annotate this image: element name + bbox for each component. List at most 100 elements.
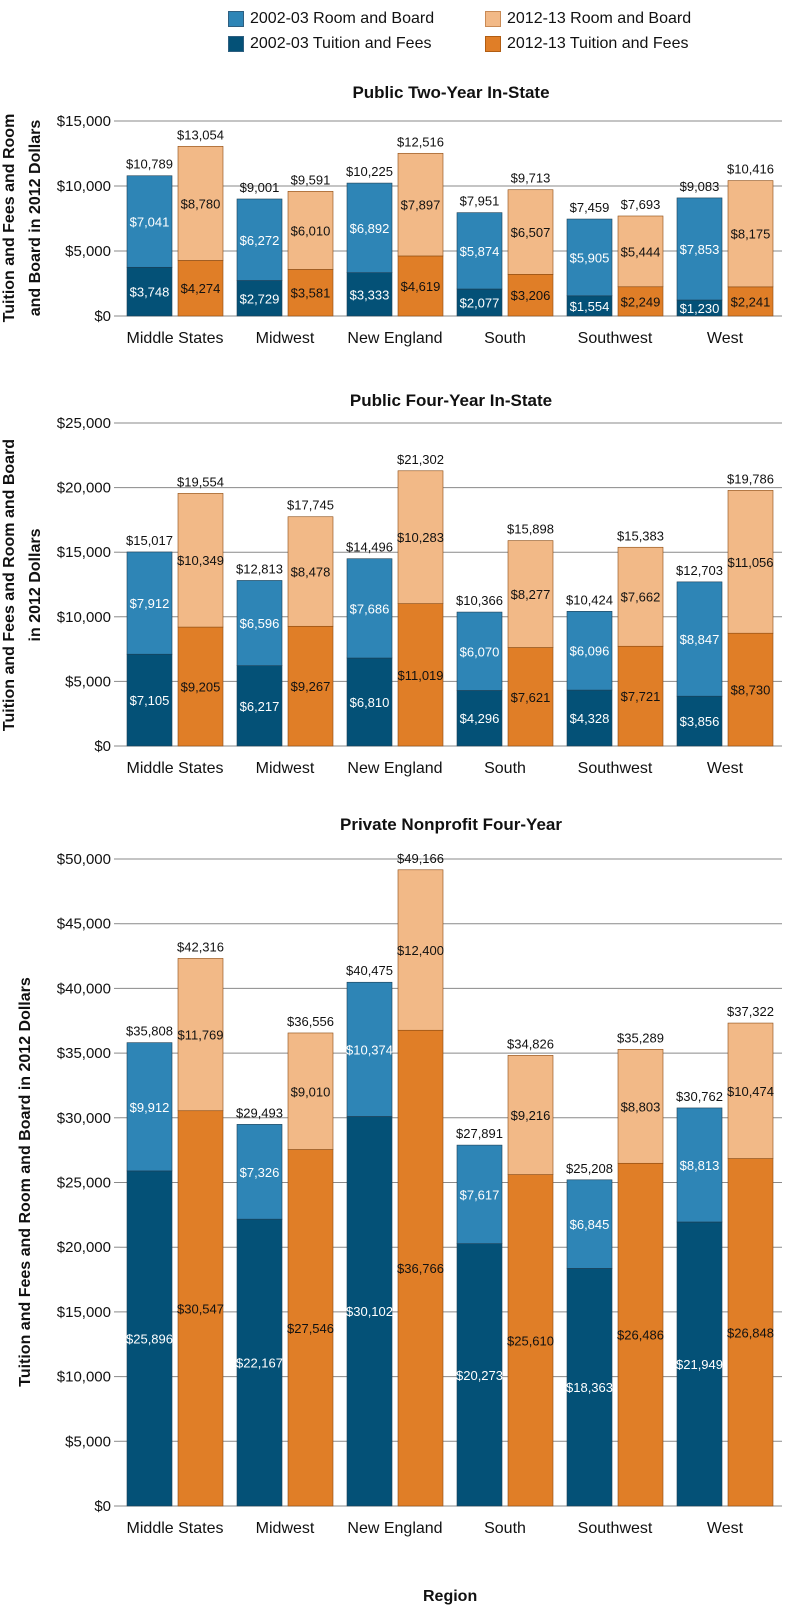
chart-title: Public Four-Year In-State xyxy=(350,391,552,410)
total-label-2012: $12,516 xyxy=(397,134,444,149)
bar-room-2012 xyxy=(397,152,444,257)
data-label-tuition-2002: $1,230 xyxy=(680,301,720,316)
x-tick-label: South xyxy=(484,760,526,777)
legend-swatch-room-2002 xyxy=(228,11,244,27)
data-label-room-2002: $5,905 xyxy=(570,250,610,265)
data-label-room-2002: $7,853 xyxy=(680,242,720,257)
x-tick-label: Middle States xyxy=(127,1520,224,1537)
data-label-tuition-2012: $25,610 xyxy=(507,1333,554,1348)
y-tick-label: $15,000 xyxy=(57,1304,111,1321)
data-label-tuition-2002: $21,949 xyxy=(676,1357,723,1372)
y-axis-label: Tuition and Fees and Room xyxy=(1,114,18,323)
legend-label: 2012-13 Tuition and Fees xyxy=(507,35,689,52)
bar-room-2002 xyxy=(126,175,173,268)
data-label-room-2012: $7,897 xyxy=(401,198,441,213)
data-label-tuition-2012: $4,274 xyxy=(181,281,221,296)
data-label-tuition-2002: $2,077 xyxy=(460,295,500,310)
data-label-room-2002: $10,374 xyxy=(346,1042,393,1057)
total-label-2002: $9,001 xyxy=(240,180,280,195)
bar-room-2012 xyxy=(177,958,224,1112)
total-label-2002: $35,808 xyxy=(126,1024,173,1039)
total-label-2012: $36,556 xyxy=(287,1014,334,1029)
y-axis-label: and Board in 2012 Dollars xyxy=(27,120,44,317)
x-tick-label: Midwest xyxy=(256,760,315,777)
x-tick-label: South xyxy=(484,330,526,347)
bar-tuition-2002 xyxy=(456,288,503,317)
data-label-room-2012: $8,277 xyxy=(511,587,551,602)
bar-room-2002 xyxy=(346,981,393,1117)
y-tick-label: $10,000 xyxy=(57,178,111,195)
data-label-room-2012: $8,780 xyxy=(181,196,221,211)
bar-tuition-2002 xyxy=(456,1243,503,1507)
x-tick-label: West xyxy=(707,330,744,347)
data-label-tuition-2002: $3,333 xyxy=(350,287,390,302)
total-label-2012: $37,322 xyxy=(727,1004,774,1019)
x-tick-label: Southwest xyxy=(578,760,653,777)
data-label-room-2012: $6,010 xyxy=(291,223,331,238)
total-label-2002: $7,951 xyxy=(460,194,500,209)
data-label-tuition-2012: $27,546 xyxy=(287,1321,334,1336)
y-axis-label: Tuition and Fees and Room and Board in 2… xyxy=(17,977,34,1387)
legend-swatch-tuition-2012 xyxy=(485,36,501,52)
bar-room-2002 xyxy=(346,558,393,659)
bar-tuition-2012 xyxy=(397,603,444,747)
x-tick-label: Middle States xyxy=(127,330,224,347)
bar-room-2002 xyxy=(566,218,613,297)
bar-room-2012 xyxy=(727,490,774,634)
data-label-tuition-2002: $6,217 xyxy=(240,699,280,714)
total-label-2002: $14,496 xyxy=(346,540,393,555)
y-tick-label: $15,000 xyxy=(57,113,111,130)
bar-room-2002 xyxy=(566,1179,613,1269)
data-label-room-2002: $7,326 xyxy=(240,1165,280,1180)
bar-room-2012 xyxy=(727,180,774,288)
data-label-tuition-2002: $2,729 xyxy=(240,291,280,306)
x-tick-label: West xyxy=(707,1520,744,1537)
bar-tuition-2012 xyxy=(727,632,774,747)
bar-tuition-2012 xyxy=(507,647,554,747)
bar-room-2012 xyxy=(287,191,334,270)
x-tick-label: Midwest xyxy=(256,1520,315,1537)
y-tick-label: $20,000 xyxy=(57,1239,111,1256)
data-label-room-2012: $10,349 xyxy=(177,553,224,568)
data-label-tuition-2012: $9,267 xyxy=(291,679,331,694)
bar-room-2012 xyxy=(177,493,224,628)
bar-room-2012 xyxy=(617,546,664,647)
x-axis-label: Region xyxy=(423,1588,478,1605)
data-label-room-2002: $5,874 xyxy=(460,244,500,259)
y-tick-label: $30,000 xyxy=(57,1110,111,1127)
data-label-tuition-2012: $36,766 xyxy=(397,1261,444,1276)
total-label-2002: $29,493 xyxy=(236,1105,283,1120)
y-tick-label: $10,000 xyxy=(57,609,111,626)
legend-label: 2002-03 Room and Board xyxy=(250,10,435,27)
data-label-tuition-2002: $30,102 xyxy=(346,1304,393,1319)
data-label-room-2012: $11,056 xyxy=(727,555,773,570)
data-label-room-2002: $7,686 xyxy=(350,601,390,616)
bar-room-2002 xyxy=(456,611,503,691)
total-label-2002: $10,225 xyxy=(346,164,393,179)
bar-room-2002 xyxy=(566,611,613,691)
bar-room-2012 xyxy=(727,1022,774,1159)
bar-tuition-2012 xyxy=(617,645,664,747)
data-label-tuition-2012: $11,019 xyxy=(397,668,443,683)
y-tick-label: $5,000 xyxy=(65,243,111,260)
total-label-2012: $21,302 xyxy=(397,452,444,467)
data-label-room-2002: $6,845 xyxy=(570,1217,610,1232)
y-tick-label: $20,000 xyxy=(57,480,111,497)
data-label-tuition-2002: $4,328 xyxy=(570,711,610,726)
y-tick-label: $50,000 xyxy=(57,851,111,868)
total-label-2012: $49,166 xyxy=(397,851,444,866)
x-tick-label: New England xyxy=(347,760,442,777)
data-label-room-2012: $5,444 xyxy=(621,244,661,259)
data-label-tuition-2012: $7,721 xyxy=(621,689,661,704)
total-label-2002: $10,789 xyxy=(126,157,173,172)
data-label-room-2012: $12,400 xyxy=(397,943,444,958)
bar-room-2002 xyxy=(456,1144,503,1244)
bar-room-2002 xyxy=(676,581,723,697)
bar-room-2002 xyxy=(126,1042,173,1172)
legend-label: 2012-13 Room and Board xyxy=(507,10,692,27)
data-label-tuition-2002: $3,748 xyxy=(130,285,170,300)
y-tick-label: $10,000 xyxy=(57,1369,111,1386)
x-tick-label: West xyxy=(707,760,744,777)
y-tick-label: $15,000 xyxy=(57,544,111,561)
